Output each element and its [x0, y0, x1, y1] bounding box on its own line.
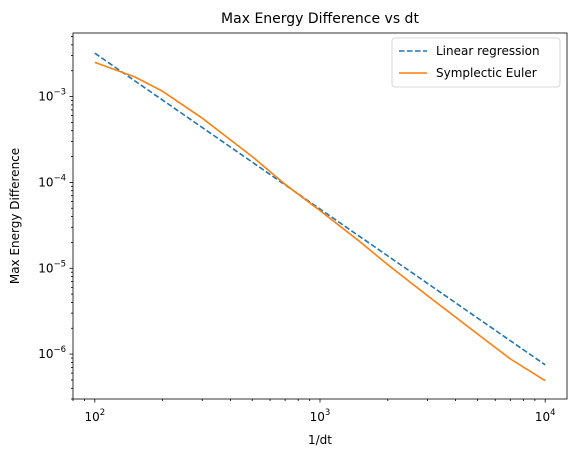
- legend-label-symplectic-euler: Symplectic Euler: [436, 66, 537, 80]
- series-line-linear-regression: [94, 52, 546, 366]
- axes-frame: [72, 32, 568, 400]
- series-layer: [94, 52, 546, 382]
- y-tick-label: 10−3: [38, 88, 66, 104]
- chart-title: Max Energy Difference vs dt: [221, 11, 419, 27]
- plot-area: 102 103 104 10−6 10−5 10−4 10−3: [38, 32, 568, 424]
- x-axis: 102 103 104: [72, 399, 556, 424]
- y-axis: 10−6 10−5 10−4 10−3: [38, 36, 73, 400]
- legend-frame: [391, 37, 561, 88]
- x-axis-label: 1/dt: [308, 433, 332, 447]
- series-line-symplectic-euler: [94, 61, 546, 382]
- x-tick-label: 102: [84, 408, 105, 424]
- y-tick-label: 10−6: [38, 345, 66, 361]
- y-tick-label: 10−5: [38, 259, 66, 275]
- y-tick-label: 10−4: [38, 173, 66, 189]
- legend-label-linear-regression: Linear regression: [436, 44, 540, 58]
- legend: Linear regression Symplectic Euler: [391, 37, 561, 88]
- x-tick-label: 103: [310, 408, 331, 424]
- y-axis-label: Max Energy Difference: [8, 148, 22, 284]
- x-tick-label: 104: [535, 408, 556, 424]
